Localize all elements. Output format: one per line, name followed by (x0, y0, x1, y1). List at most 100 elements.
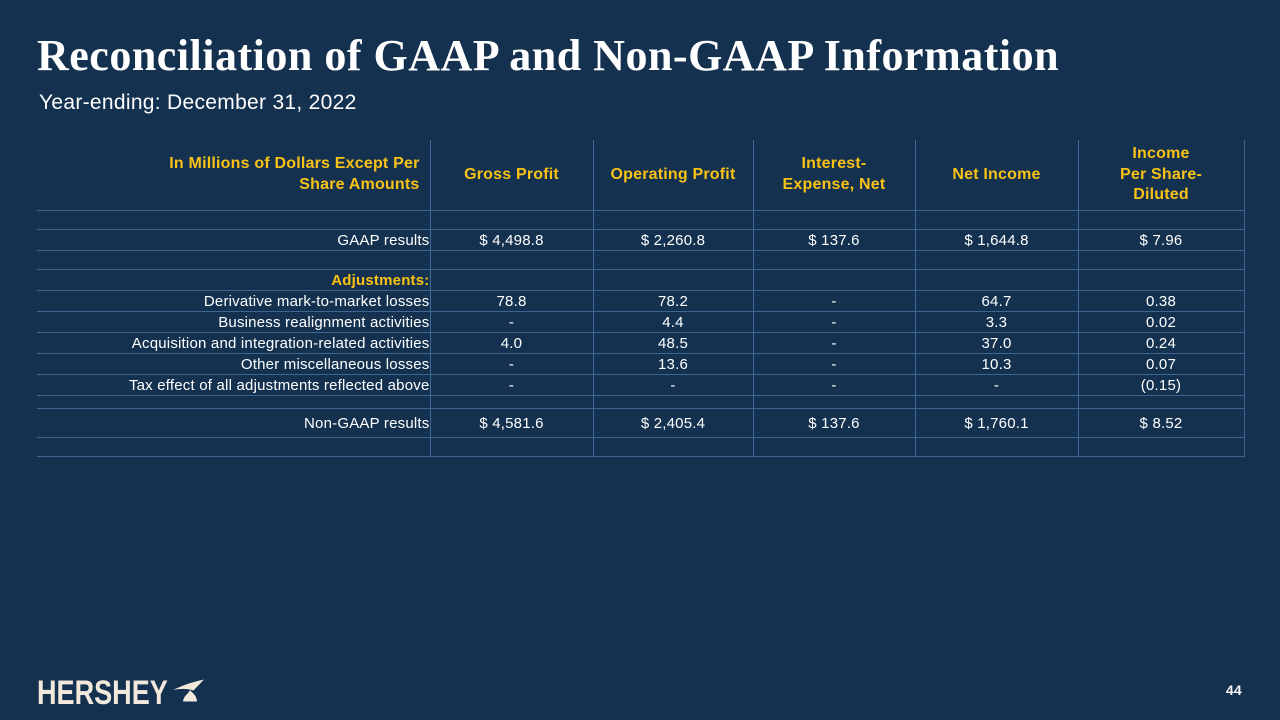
table-row (37, 210, 1244, 230)
cell-value: 0.02 (1077, 311, 1244, 333)
row-label: Tax effect of all adjustments reflected … (37, 374, 430, 396)
cell-value (914, 395, 1078, 409)
cell-value: - (752, 311, 915, 333)
table-row: GAAP results $ 4,498.8 $ 2,260.8 $ 137.6 $ 1… (37, 229, 1244, 251)
row-label (37, 250, 430, 270)
cell-value: 0.07 (1077, 353, 1244, 375)
cell-value: 78.2 (592, 290, 753, 312)
row-label: Non-GAAP results (37, 408, 430, 438)
table-row: Derivative mark-to-market losses 78.8 78.2… (37, 290, 1244, 312)
row-label: Adjustments: (37, 269, 430, 291)
cell-value (592, 250, 753, 270)
row-label (37, 210, 430, 230)
row-label (37, 437, 430, 457)
cell-value: - (752, 374, 915, 396)
subtitle: Year-ending: December 31, 2022 (39, 91, 357, 114)
gaap-reconciliation-table: In Millions of Dollars Except Per Share … (37, 140, 1245, 457)
cell-value (914, 210, 1078, 230)
row-label: Derivative mark-to-market losses (37, 290, 430, 312)
cell-value: - (429, 353, 593, 375)
table-row (37, 437, 1244, 457)
table-row: Tax effect of all adjustments reflected … (37, 374, 1244, 396)
cell-value: 78.8 (429, 290, 593, 312)
table-row: Adjustments: (37, 269, 1244, 291)
cell-value: $ 1,644.8 (914, 229, 1078, 251)
cell-value (752, 437, 915, 457)
cell-value: 0.38 (1077, 290, 1244, 312)
cell-value: $ 8.52 (1077, 408, 1244, 438)
cell-value: - (914, 374, 1078, 396)
cell-value: (0.15) (1077, 374, 1244, 396)
page-title: Reconciliation of GAAP and Non-GAAP Info… (37, 31, 1060, 80)
cell-value: $ 137.6 (752, 229, 915, 251)
cell-value (752, 210, 915, 230)
cell-value (1077, 269, 1244, 291)
cell-value: $ 137.6 (752, 408, 915, 438)
cell-value: 4.0 (429, 332, 593, 354)
cell-value: 13.6 (592, 353, 753, 375)
cell-value: 4.4 (592, 311, 753, 333)
row-label: Other miscellaneous losses (37, 353, 430, 375)
table-row: Non-GAAP results $ 4,581.6 $ 2,405.4 $ 137.… (37, 408, 1244, 438)
cell-value (914, 437, 1078, 457)
cell-value: - (429, 374, 593, 396)
cell-value: 48.5 (592, 332, 753, 354)
cell-value: 10.3 (914, 353, 1078, 375)
cell-value (1077, 395, 1244, 409)
cell-value (914, 250, 1078, 270)
cell-value (429, 395, 593, 409)
cell-value (429, 269, 593, 291)
cell-value (1077, 250, 1244, 270)
cell-value (752, 250, 915, 270)
column-header-interest-expense: Interest- Expense, Net (752, 140, 915, 211)
table-header: In Millions of Dollars Except Per Share … (37, 140, 1244, 211)
cell-value (592, 437, 753, 457)
cell-value: - (592, 374, 753, 396)
row-label: Business realignment activities (37, 311, 430, 333)
cell-value: $ 2,260.8 (592, 229, 753, 251)
cell-value: - (752, 332, 915, 354)
cell-value: - (752, 290, 915, 312)
table-row (37, 250, 1244, 270)
table-row: Acquisition and integration-related acti… (37, 332, 1244, 354)
hershey-logo-text: HERSHEY (37, 672, 168, 712)
cell-value (429, 437, 593, 457)
cell-value (914, 269, 1078, 291)
cell-value (429, 250, 593, 270)
column-header-units: In Millions of Dollars Except Per Share … (37, 140, 430, 211)
cell-value (592, 269, 753, 291)
cell-value (1077, 210, 1244, 230)
cell-value: 0.24 (1077, 332, 1244, 354)
cell-value (1077, 437, 1244, 457)
cell-value: 64.7 (914, 290, 1078, 312)
column-header-income-per-share: Income Per Share- Diluted (1077, 140, 1244, 211)
cell-value: $ 7.96 (1077, 229, 1244, 251)
cell-value (752, 395, 915, 409)
hershey-logo: HERSHEY (37, 672, 205, 712)
table-body: GAAP results $ 4,498.8 $ 2,260.8 $ 137.6 $ 1… (37, 210, 1244, 457)
hershey-kiss-icon (172, 679, 204, 702)
page-number: 44 (1225, 682, 1242, 698)
row-label: GAAP results (37, 229, 430, 251)
cell-value (752, 269, 915, 291)
cell-value: $ 4,581.6 (429, 408, 593, 438)
column-header-operating-profit: Operating Profit (592, 140, 753, 211)
table-row: Other miscellaneous losses -13.6-10.3 0.07 (37, 353, 1244, 375)
table-row (37, 395, 1244, 409)
column-header-gross-profit: Gross Profit (429, 140, 593, 211)
header-row: In Millions of Dollars Except Per Share … (37, 140, 1244, 211)
cell-value (592, 395, 753, 409)
cell-value: - (429, 311, 593, 333)
table-row: Business realignment activities -4.4-3.3 0… (37, 311, 1244, 333)
row-label: Acquisition and integration-related acti… (37, 332, 430, 354)
cell-value: $ 2,405.4 (592, 408, 753, 438)
cell-value: 3.3 (914, 311, 1078, 333)
cell-value: $ 1,760.1 (914, 408, 1078, 438)
cell-value (429, 210, 593, 230)
cell-value: $ 4,498.8 (429, 229, 593, 251)
cell-value: 37.0 (914, 332, 1078, 354)
cell-value: - (752, 353, 915, 375)
column-header-net-income: Net Income (914, 140, 1078, 211)
row-label (37, 395, 430, 409)
